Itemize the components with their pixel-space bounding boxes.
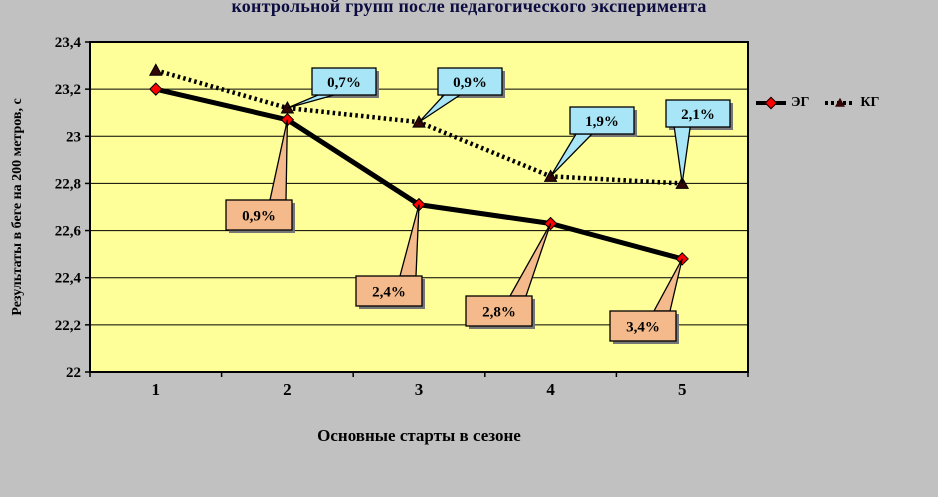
legend-entry-kg: КГ — [825, 95, 879, 111]
y-tick-label: 22,6 — [55, 224, 82, 240]
callout-label: 2,1% — [681, 107, 715, 123]
legend-entry-eg: ЭГ — [756, 95, 809, 111]
annotation-callout: 1,9% — [550, 106, 637, 177]
annotation-callout: 0,7% — [287, 67, 379, 109]
y-tick-label: 23,4 — [55, 35, 82, 51]
plot-border — [89, 41, 749, 373]
x-tick-label: 4 — [546, 380, 555, 399]
callout-label: 0,7% — [327, 75, 361, 91]
y-tick-label: 22 — [66, 365, 81, 381]
y-tick-label: 23,2 — [55, 82, 81, 98]
callout-box — [609, 310, 677, 342]
y-tick-label: 22,2 — [55, 318, 81, 334]
y-tick-label: 23 — [66, 129, 81, 145]
chart-title: контрольной групп после педагогического … — [231, 0, 707, 16]
legend-label-kg: КГ — [860, 95, 880, 110]
x-tick-label: 2 — [283, 380, 292, 399]
x-axis-title: Основные старты в сезоне — [317, 426, 521, 445]
kg-marker — [148, 63, 163, 76]
annotation-callout: 3,4% — [609, 258, 683, 344]
callout-box — [569, 106, 635, 135]
callout-label: 3,4% — [626, 320, 660, 336]
triangle-marker-icon — [835, 97, 846, 107]
callout-label: 0,9% — [242, 209, 276, 225]
annotation-callout: 0,9% — [418, 67, 505, 123]
x-tick-label: 1 — [152, 380, 161, 399]
y-tick-label: 22,8 — [55, 176, 81, 192]
x-tick-label: 5 — [678, 380, 687, 399]
annotation-callout: 2,8% — [465, 223, 552, 329]
callout-box — [311, 67, 377, 96]
callout-label: 2,8% — [482, 305, 516, 321]
callout-label: 2,4% — [372, 285, 406, 301]
kg-line-sample — [825, 97, 856, 107]
eg-line-sample — [756, 96, 786, 110]
x-tick-label: 3 — [415, 380, 424, 399]
legend: ЭГ КГ — [756, 95, 879, 111]
legend-label-eg: ЭГ — [791, 95, 810, 110]
diamond-marker-icon — [764, 96, 778, 110]
annotation-callout: 2,4% — [355, 204, 425, 309]
callout-label: 0,9% — [453, 75, 487, 91]
annotation-callout: 0,9% — [225, 119, 295, 233]
callout-box — [665, 99, 731, 128]
eg-marker — [149, 82, 163, 96]
callout-box — [437, 67, 503, 96]
y-axis: 22 22,2 22,4 22,6 22,8 23 23,2 23,4 — [55, 35, 90, 381]
callout-box — [355, 275, 423, 307]
x-axis: 1 2 3 4 5 — [89, 372, 749, 399]
callout-box — [225, 199, 293, 231]
callout-box — [465, 295, 533, 327]
y-axis-title: Результаты в беге на 200 метров, с — [10, 98, 25, 316]
callout-label: 1,9% — [585, 114, 619, 130]
y-tick-label: 22,4 — [55, 271, 82, 287]
annotation-callout: 2,1% — [665, 99, 733, 184]
